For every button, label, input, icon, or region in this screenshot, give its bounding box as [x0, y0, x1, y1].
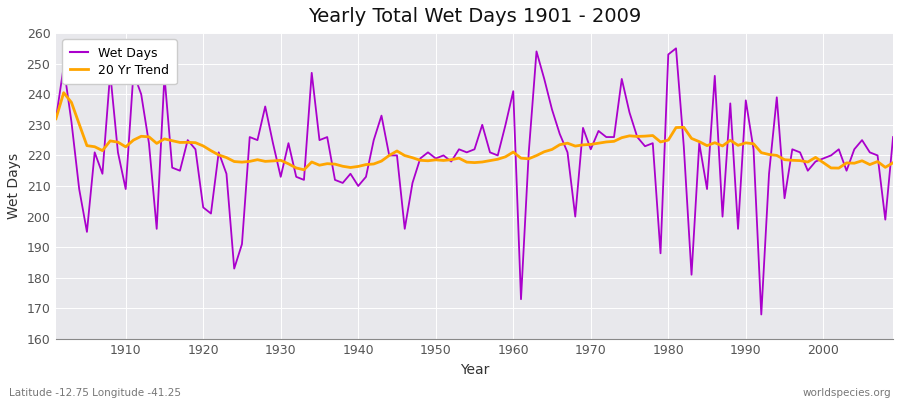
Text: Latitude -12.75 Longitude -41.25: Latitude -12.75 Longitude -41.25 [9, 388, 181, 398]
Title: Yearly Total Wet Days 1901 - 2009: Yearly Total Wet Days 1901 - 2009 [308, 7, 641, 26]
X-axis label: Year: Year [460, 363, 490, 377]
Y-axis label: Wet Days: Wet Days [7, 153, 21, 219]
Legend: Wet Days, 20 Yr Trend: Wet Days, 20 Yr Trend [62, 39, 177, 84]
Text: worldspecies.org: worldspecies.org [803, 388, 891, 398]
